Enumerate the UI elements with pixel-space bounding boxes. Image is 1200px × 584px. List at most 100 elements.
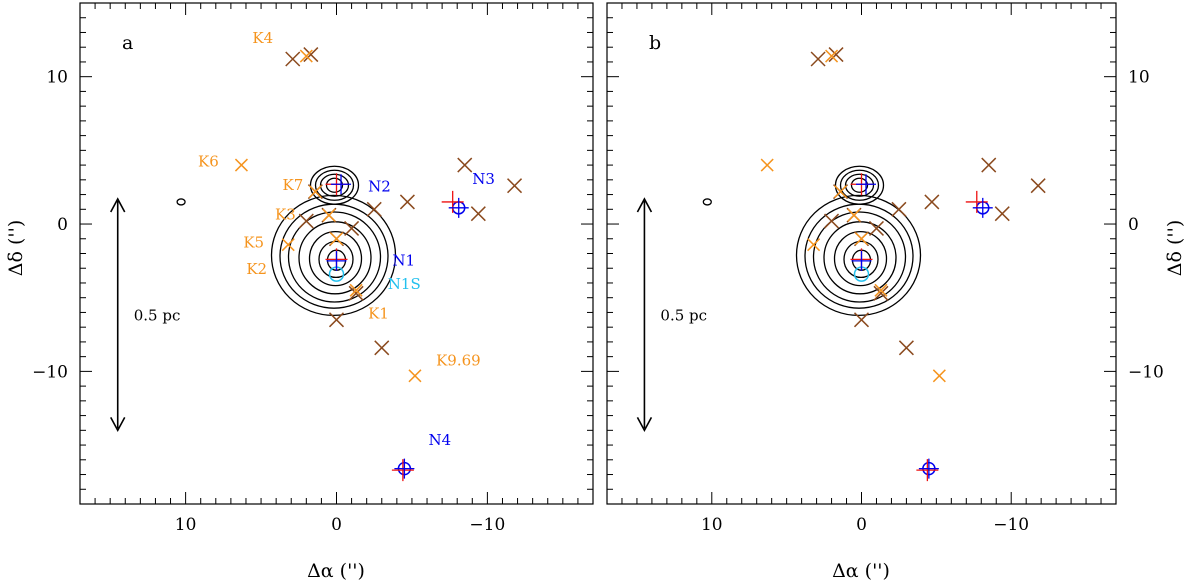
k-source-marker: [874, 283, 888, 297]
x-tick-label: 0: [331, 515, 342, 535]
brown-cross: [981, 157, 997, 173]
k-source-marker: [322, 208, 336, 222]
y-tick-label: 0: [1128, 215, 1139, 235]
brown-cross: [328, 312, 345, 328]
scale-bar-arrowhead: [636, 197, 653, 213]
contour-n2: [839, 169, 880, 201]
scale-bar-arrowhead: [110, 197, 126, 213]
y-tick-label: 10: [1128, 68, 1150, 88]
y-axis-title-left: Δδ (''): [5, 220, 27, 276]
x-tick-label: −10: [993, 515, 1029, 535]
brown-cross: [924, 194, 940, 210]
contour-n1: [795, 194, 922, 317]
brown-cross: [810, 51, 826, 67]
x-tick-label: 10: [701, 515, 723, 535]
blue-plus-marker: [972, 197, 993, 218]
y-tick-label: −10: [32, 362, 68, 382]
k-source-marker: [847, 208, 861, 222]
source-label: K5: [243, 234, 264, 252]
contour-n2: [844, 173, 875, 197]
contour-n1: [843, 240, 879, 279]
brown-cross: [348, 285, 364, 301]
x-axis-title-a: Δα (''): [307, 560, 365, 582]
contours: [702, 165, 922, 317]
contour-small: [176, 198, 186, 206]
source-label: N1S: [388, 275, 421, 293]
k-source-marker: [932, 369, 946, 383]
brown-cross: [298, 213, 314, 229]
source-label: N2: [368, 178, 391, 196]
k-source-marker: [825, 49, 839, 63]
contour-n2: [319, 173, 350, 197]
k-source-marker: [234, 158, 248, 172]
brown-cross: [457, 157, 473, 173]
contour-small: [702, 198, 712, 206]
panel-a: 10 0 −10 10 0 −10 a 0.5 pc K4 K6 K7 K3 K5 K2 K1 K9.69 N2…: [32, 2, 594, 535]
blue-plus-marker: [855, 174, 876, 195]
brown-cross: [470, 206, 486, 222]
scale-bar-label: 0.5 pc: [660, 307, 707, 325]
source-label: K4: [252, 29, 273, 47]
brown-cross: [994, 206, 1010, 222]
blue-plus-marker: [918, 458, 939, 479]
brown-cross: [853, 312, 870, 328]
y-tick-label: 0: [57, 215, 68, 235]
brown-cross: [374, 340, 390, 356]
scale-bar-label: 0.5 pc: [134, 307, 181, 325]
source-label: N4: [429, 431, 452, 449]
source-label: K6: [198, 153, 219, 171]
panel-letter: a: [122, 32, 133, 54]
source-label: K9.69: [436, 351, 481, 369]
brown-cross: [366, 201, 382, 217]
panel-letter: b: [649, 32, 661, 54]
contour-n2: [325, 177, 344, 193]
brown-cross: [344, 220, 360, 236]
blue-plus-marker: [331, 174, 352, 195]
contour-n1: [308, 230, 363, 287]
k-source-marker: [349, 283, 363, 297]
blue-plus-marker: [851, 250, 872, 271]
k-source-marker: [281, 238, 295, 252]
x-tick-label: 10: [175, 515, 197, 535]
contour-n1: [812, 211, 907, 303]
k-source-marker: [329, 232, 344, 246]
contour-n2: [834, 165, 885, 205]
blue-plus-marker: [326, 250, 347, 271]
source-label: K1: [368, 304, 389, 322]
brown-cross: [399, 194, 415, 210]
source-label: K2: [246, 260, 267, 278]
brown-cross: [898, 340, 914, 356]
contour-n2: [850, 177, 869, 193]
brown-cross: [285, 51, 301, 67]
panel-b: 10 0 −10 10 0 −10 b 0.5 pc: [606, 2, 1164, 535]
source-label: N1: [392, 251, 415, 269]
x-tick-label: 0: [856, 515, 867, 535]
contour-n1: [833, 230, 888, 287]
blue-plus-marker: [394, 458, 415, 479]
brown-cross: [868, 220, 885, 236]
k-source-marker: [854, 232, 869, 246]
k-source-marker: [760, 158, 774, 172]
red-plus-marker: [391, 459, 414, 482]
brown-cross: [828, 47, 844, 63]
x-axis-title-b: Δα (''): [832, 560, 890, 582]
brown-cross: [873, 285, 889, 301]
contour-n1: [318, 240, 354, 279]
contour-n2: [314, 169, 355, 201]
k-source-marker: [299, 49, 313, 63]
scale-bar-arrowhead: [636, 416, 653, 433]
red-plus-marker: [441, 190, 464, 213]
brown-cross: [1030, 178, 1046, 194]
k-source-marker: [834, 185, 848, 199]
k-source-marker: [807, 238, 821, 252]
brown-cross: [824, 213, 840, 229]
contour-n2: [309, 165, 360, 205]
y-axis-title-right: Δδ (''): [1164, 220, 1186, 276]
contour-n1: [287, 211, 382, 303]
k-source-marker: [308, 185, 322, 199]
source-label: K3: [275, 206, 296, 224]
brown-cross: [891, 201, 907, 217]
source-label: N3: [472, 170, 495, 188]
contours: [176, 165, 397, 317]
